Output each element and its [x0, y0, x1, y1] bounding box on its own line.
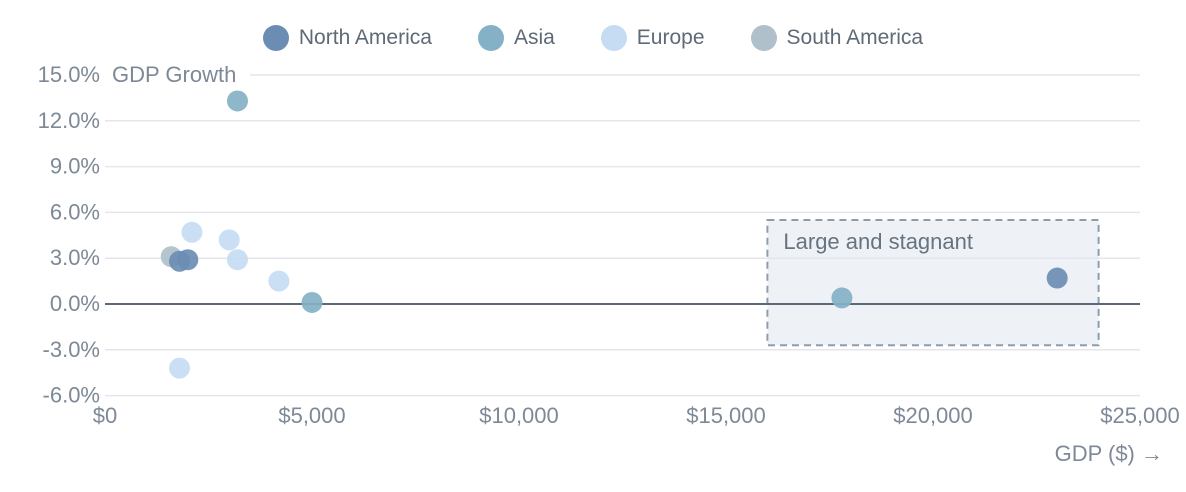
y-tick-label: 0.0% [50, 291, 100, 316]
x-tick-label: $0 [93, 403, 117, 428]
x-tick-label: $5,000 [278, 403, 345, 428]
legend-label-south-america: South America [786, 26, 924, 49]
y-axis-title: GDP Growth [112, 62, 236, 87]
legend-item-europe[interactable]: Europe [600, 25, 705, 51]
legend-marker-europe [600, 25, 627, 51]
x-tick-label: $10,000 [479, 403, 559, 428]
y-tick-label: -3.0% [43, 337, 100, 362]
legend-label-europe: Europe [636, 26, 705, 49]
annotation-label: Large and stagnant [783, 229, 973, 254]
point-europe[interactable] [268, 270, 290, 292]
point-asia[interactable] [301, 291, 323, 313]
legend-label-asia: Asia [513, 26, 555, 49]
y-tick-label: -6.0% [43, 383, 100, 408]
point-asia[interactable] [226, 90, 248, 112]
x-tick-label: $15,000 [686, 403, 766, 428]
legend-label-north-america: North America [298, 26, 432, 49]
x-tick-label: $20,000 [893, 403, 973, 428]
y-tick-label: 3.0% [50, 245, 100, 270]
legend-marker-north-america [262, 25, 289, 51]
x-axis-title: GDP ($) → [1055, 441, 1163, 466]
point-north-america[interactable] [1046, 267, 1068, 289]
x-tick-label: $25,000 [1100, 403, 1180, 428]
point-europe[interactable] [181, 221, 203, 243]
y-tick-label: 9.0% [50, 154, 100, 179]
legend-marker-south-america [750, 25, 777, 51]
chart-legend: North America Asia Europe South America [0, 25, 1186, 51]
point-europe[interactable] [169, 357, 191, 379]
y-tick-label: 15.0% [38, 62, 100, 87]
y-tick-label: 12.0% [38, 108, 100, 133]
legend-item-asia[interactable]: Asia [477, 25, 555, 51]
legend-item-north-america[interactable]: North America [262, 25, 432, 51]
y-tick-label: 6.0% [50, 199, 100, 224]
legend-marker-asia [477, 25, 504, 51]
legend-item-south-america[interactable]: South America [750, 25, 924, 51]
point-north-america[interactable] [177, 249, 199, 271]
point-europe[interactable] [218, 229, 240, 251]
annotation-box [766, 219, 1100, 347]
point-asia[interactable] [831, 287, 853, 309]
point-europe[interactable] [226, 249, 248, 271]
